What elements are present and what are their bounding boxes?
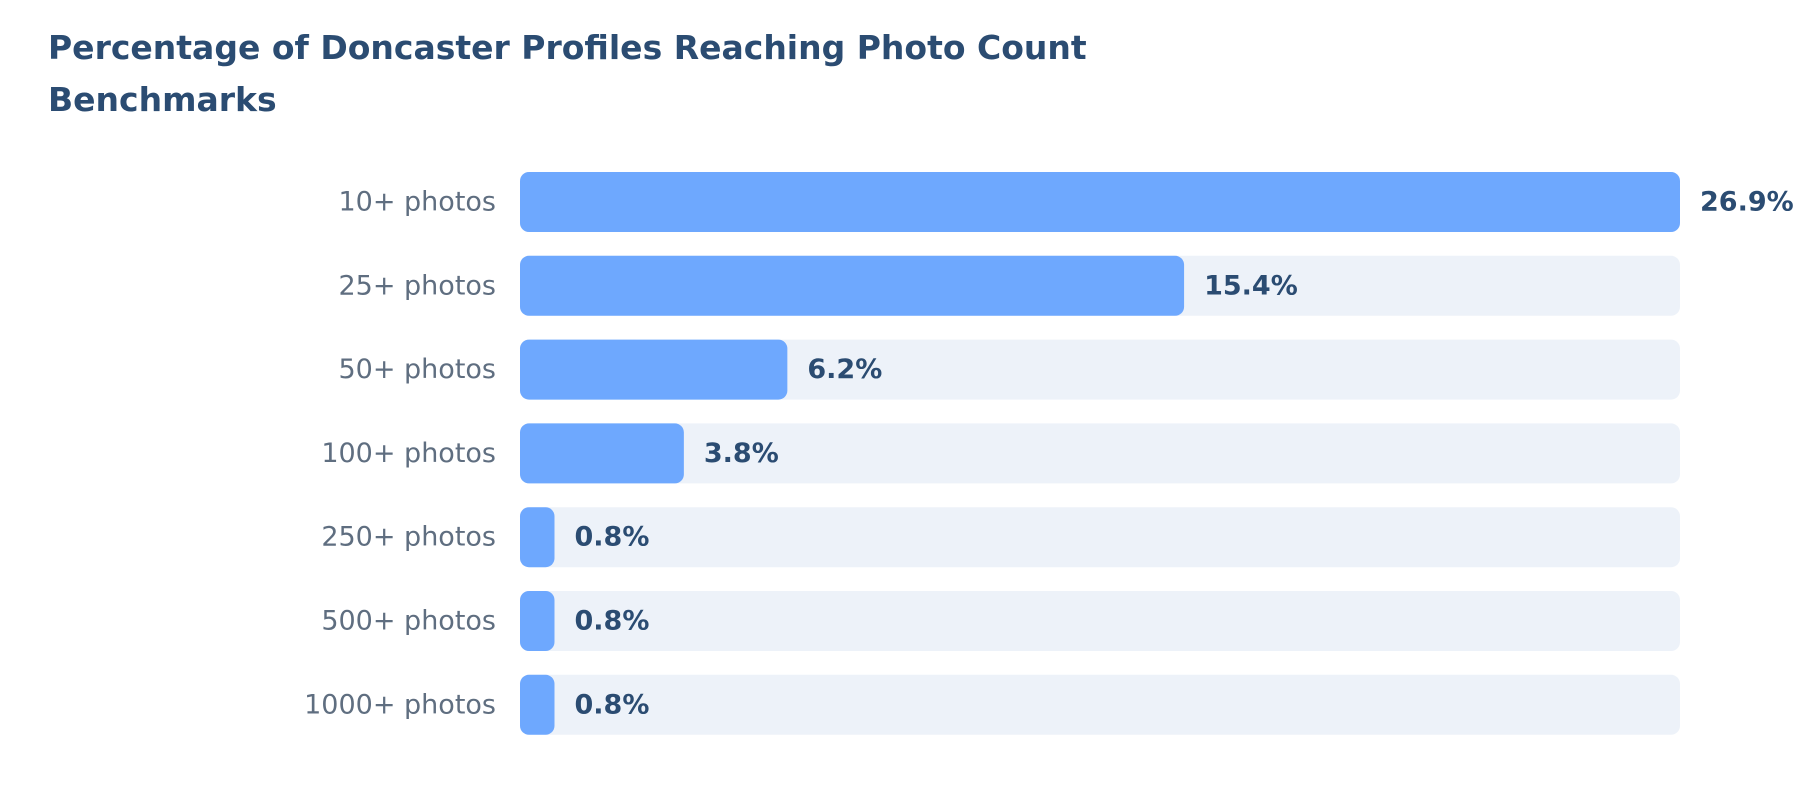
bar-track [520,674,1680,735]
value-label: 0.8% [574,689,649,720]
bar [520,172,1680,232]
category-label: 1000+ photos [304,689,496,720]
bar-track [520,507,1680,568]
bar-track [520,339,1680,400]
category-label: 10+ photos [338,187,496,218]
bar-track [520,591,1680,651]
category-label: 100+ photos [321,438,496,469]
category-label: 500+ photos [321,606,496,637]
bar-track [520,423,1680,484]
bar [520,339,788,400]
bar [520,255,1185,316]
chart-title: Benchmarks [48,80,277,119]
value-label: 26.9% [1700,187,1794,218]
bar [520,674,555,735]
value-label: 15.4% [1204,270,1298,301]
category-label: 250+ photos [321,522,496,553]
value-label: 0.8% [574,522,649,553]
value-label: 0.8% [574,606,649,637]
value-label: 6.2% [807,354,882,385]
category-label: 25+ photos [338,270,496,301]
category-label: 50+ photos [338,354,496,385]
bar [520,591,555,651]
chart-title: Percentage of Doncaster Profiles Reachin… [48,28,1087,67]
bar [520,507,555,568]
value-label: 3.8% [704,438,779,469]
bar [520,423,684,484]
